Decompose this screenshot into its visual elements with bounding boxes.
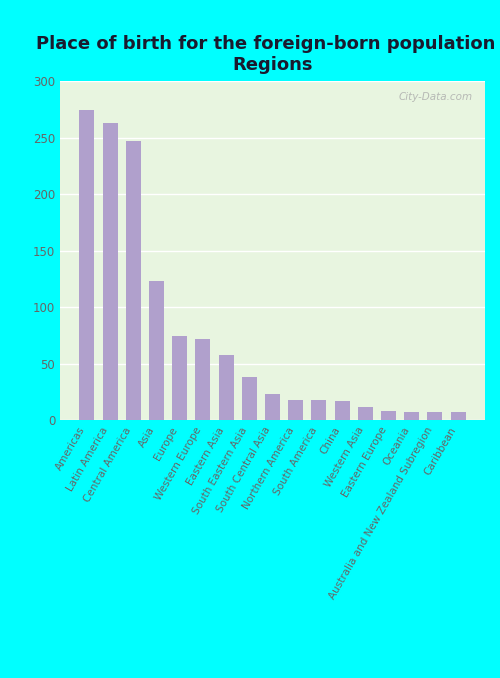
Bar bbox=[149, 281, 164, 420]
Bar bbox=[196, 339, 210, 420]
Bar bbox=[428, 412, 442, 420]
Bar bbox=[126, 141, 141, 420]
Title: Place of birth for the foreign-born population -
Regions: Place of birth for the foreign-born popu… bbox=[36, 35, 500, 75]
Bar bbox=[80, 110, 94, 420]
Bar bbox=[102, 123, 118, 420]
Bar bbox=[358, 407, 373, 420]
Bar bbox=[312, 400, 326, 420]
Bar bbox=[172, 336, 187, 420]
Bar bbox=[381, 412, 396, 420]
Bar bbox=[404, 412, 419, 420]
Bar bbox=[334, 401, 349, 420]
Bar bbox=[242, 378, 257, 420]
Bar bbox=[218, 355, 234, 420]
Bar bbox=[450, 412, 466, 420]
Bar bbox=[288, 400, 303, 420]
Text: City-Data.com: City-Data.com bbox=[398, 92, 472, 102]
Bar bbox=[265, 395, 280, 420]
